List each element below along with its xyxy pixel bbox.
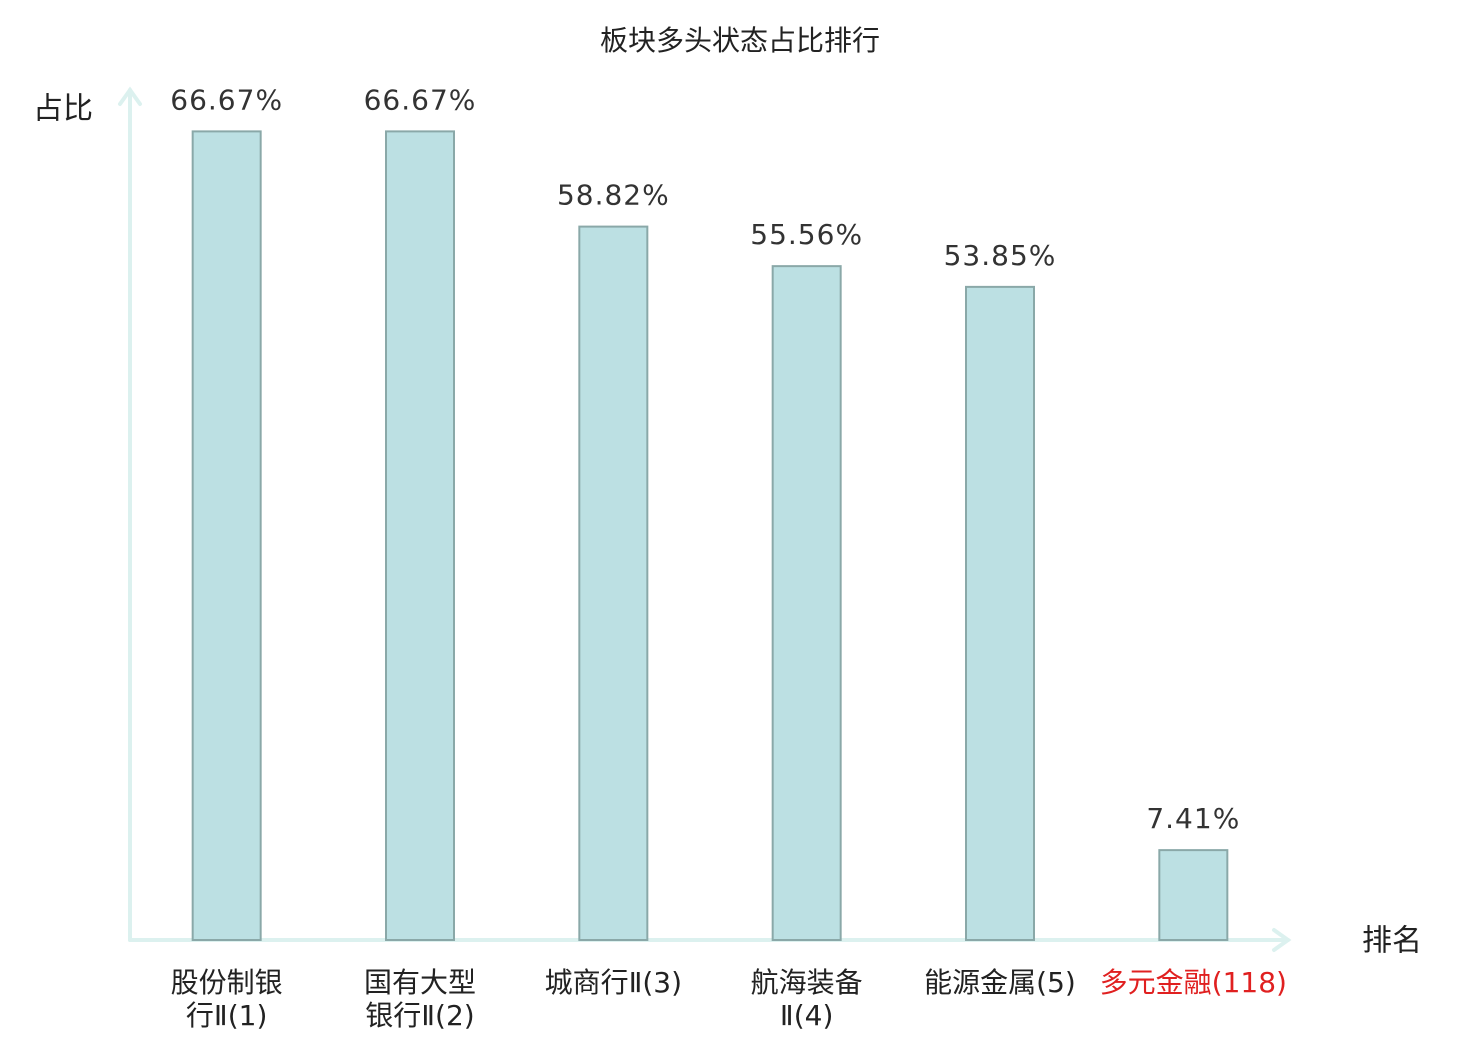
x-axis-arrow — [1272, 928, 1292, 952]
value-label: 58.82% — [557, 179, 670, 212]
bar — [385, 130, 455, 942]
x-tick-label: 股份制银行Ⅱ(1) — [170, 966, 283, 1032]
chart-title: 板块多头状态占比排行 — [600, 24, 880, 57]
value-label: 55.56% — [750, 218, 863, 251]
x-tick-label: 国有大型银行Ⅱ(2) — [363, 966, 476, 1032]
value-label: 66.67% — [364, 83, 477, 116]
value-label: 53.85% — [944, 239, 1057, 272]
x-tick-label: 能源金属(5) — [924, 966, 1076, 999]
value-label: 7.41% — [1146, 802, 1240, 835]
x-axis-label: 排名 — [1362, 924, 1422, 959]
y-axis-arrow — [118, 86, 142, 106]
value-label: 66.67% — [170, 83, 283, 116]
axes — [118, 86, 1292, 952]
x-tick-label: 多元金融(118) — [1099, 966, 1287, 999]
bar — [965, 285, 1035, 942]
x-tick-label: 航海装备Ⅱ(4) — [750, 966, 863, 1032]
bar — [771, 265, 842, 941]
bar — [1158, 849, 1229, 941]
x-tick-label: 城商行Ⅱ(3) — [544, 966, 683, 999]
bar — [191, 130, 262, 942]
y-axis-label: 占比 — [33, 92, 93, 127]
bar — [578, 225, 649, 942]
